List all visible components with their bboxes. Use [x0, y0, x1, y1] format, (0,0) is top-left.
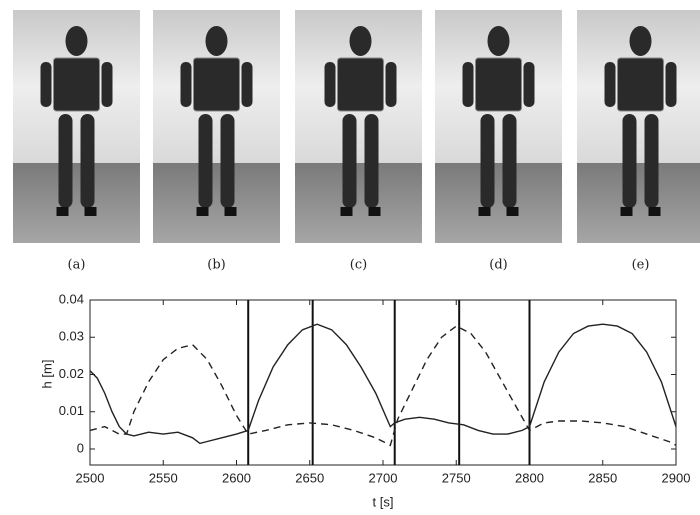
robot-torso [54, 58, 100, 111]
x-axis-label: t [s] [373, 494, 394, 509]
ground [295, 163, 422, 243]
robot-torso [476, 58, 522, 111]
x-tick-label: 2650 [295, 470, 324, 485]
panel-label: (a) [68, 258, 86, 273]
image-panel [435, 10, 562, 243]
robot-arm [605, 62, 616, 107]
robot-leg [481, 114, 495, 208]
robot-leg [59, 114, 73, 208]
robot-foot [369, 207, 381, 216]
image-panel [577, 10, 700, 243]
image-panel [153, 10, 280, 243]
robot-leg [645, 114, 659, 208]
data-line [90, 324, 676, 443]
robot-foot [57, 207, 69, 216]
x-tick-label: 2800 [515, 470, 544, 485]
y-tick-label: 0.02 [59, 366, 84, 381]
robot-torso [338, 58, 384, 111]
robot-arm [242, 62, 253, 107]
ground [13, 163, 140, 243]
x-tick-label: 2550 [149, 470, 178, 485]
robot-foot [341, 207, 353, 216]
robot-arm [325, 62, 336, 107]
x-tick-label: 2700 [369, 470, 398, 485]
robot-arm [666, 62, 677, 107]
figure: t [s] h [m] (a) (b) (c) (d) (e) 0 0.01 0.02 0.03… [0, 0, 700, 511]
robot-torso [194, 58, 240, 111]
robot-leg [365, 114, 379, 208]
image-panel [13, 10, 140, 243]
robot-head [350, 26, 372, 56]
robot-torso [618, 58, 664, 111]
page: t [s] h [m] (a) (b) (c) (d) (e) 0 0.01 0.02 0.03… [0, 0, 700, 515]
robot-arm [102, 62, 113, 107]
robot-foot [197, 207, 209, 216]
x-tick-label: 2850 [588, 470, 617, 485]
robot-leg [221, 114, 235, 208]
robot-leg [343, 114, 357, 208]
robot-foot [649, 207, 661, 216]
robot-arm [181, 62, 192, 107]
data-line [90, 326, 676, 445]
ground [577, 163, 700, 243]
robot-foot [621, 207, 633, 216]
y-tick-label: 0.03 [59, 329, 84, 344]
plot-frame [90, 300, 676, 465]
x-tick-label: 2750 [442, 470, 471, 485]
ground [153, 163, 280, 243]
robot-foot [507, 207, 519, 216]
robot-leg [81, 114, 95, 208]
robot-arm [524, 62, 535, 107]
robot-leg [503, 114, 517, 208]
x-tick-label: 2500 [76, 470, 105, 485]
y-tick-label: 0 [77, 440, 84, 455]
y-tick-label: 0.01 [59, 403, 84, 418]
y-axis-label: h [m] [39, 360, 54, 389]
robot-head [66, 26, 88, 56]
robot-foot [479, 207, 491, 216]
panel-label: (d) [489, 258, 507, 273]
robot-arm [386, 62, 397, 107]
y-tick-label: 0.04 [59, 291, 84, 306]
x-tick-label: 2900 [662, 470, 691, 485]
robot-foot [225, 207, 237, 216]
ground [435, 163, 562, 243]
robot-arm [463, 62, 474, 107]
panel-label: (c) [350, 258, 367, 273]
robot-head [488, 26, 510, 56]
panel-label: (b) [207, 258, 225, 273]
robot-foot [85, 207, 97, 216]
panel-label: (e) [632, 258, 650, 273]
x-tick-label: 2600 [222, 470, 251, 485]
robot-head [206, 26, 228, 56]
robot-head [630, 26, 652, 56]
robot-leg [199, 114, 213, 208]
robot-arm [41, 62, 52, 107]
robot-leg [623, 114, 637, 208]
image-panel [295, 10, 422, 243]
